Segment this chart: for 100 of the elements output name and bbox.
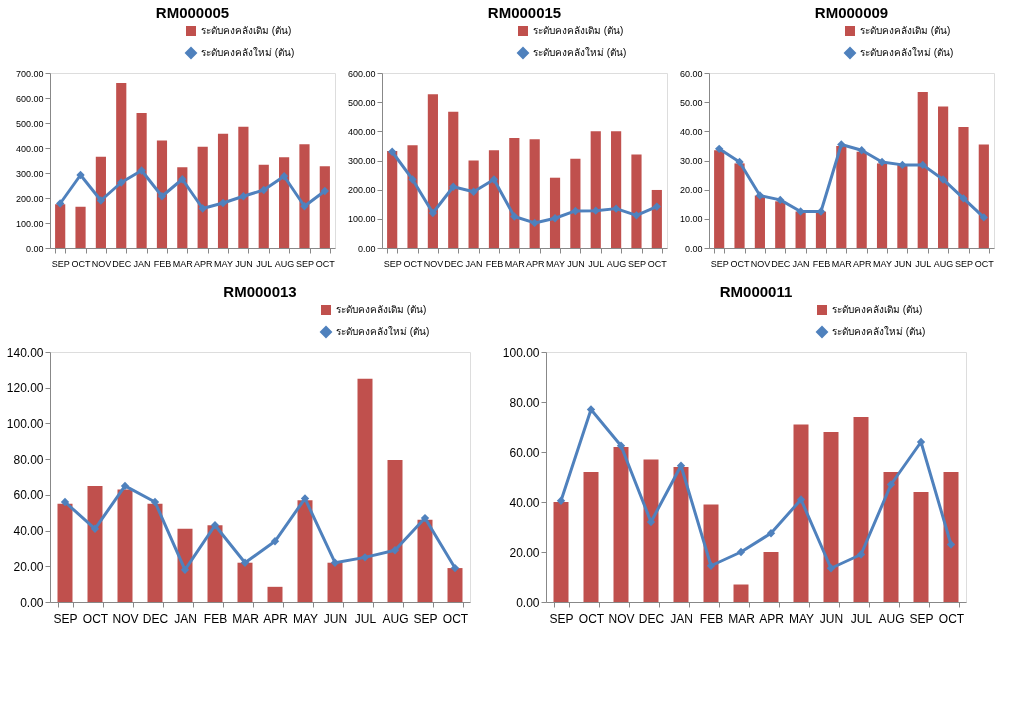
point xyxy=(646,517,656,527)
point xyxy=(979,213,988,222)
x-tick-label: SEP xyxy=(954,258,973,269)
y-tick-label: 100.00 xyxy=(15,218,44,229)
chart-title: RM000015 xyxy=(487,4,562,21)
x-tick-label: MAY xyxy=(292,611,319,626)
bar xyxy=(156,140,168,248)
point xyxy=(826,564,836,573)
x-tick-label: JUL xyxy=(588,258,605,269)
legend-label: ระดับคงคลังใหม่ (ตัน) xyxy=(860,47,954,58)
point xyxy=(837,140,846,149)
bar xyxy=(468,160,479,248)
x-tick-label: NOV xyxy=(91,258,112,269)
point xyxy=(959,194,968,203)
bar xyxy=(529,139,540,248)
point xyxy=(270,537,280,546)
y-tick-label: 200.00 xyxy=(347,185,376,196)
y-tick-label: 0.00 xyxy=(684,243,703,254)
point xyxy=(530,218,539,228)
bar xyxy=(883,472,899,602)
bar xyxy=(754,195,765,248)
point xyxy=(510,212,519,221)
x-tick-label: NOV xyxy=(750,258,771,269)
bar xyxy=(643,459,659,602)
x-tick-label: SEP xyxy=(627,258,646,269)
bar xyxy=(876,163,888,248)
y-tick-label: 80.00 xyxy=(13,452,44,467)
y-tick-label: 100.00 xyxy=(502,345,540,360)
x-tick-label: MAY xyxy=(546,258,565,269)
point xyxy=(469,187,478,196)
x-tick-label: OCT xyxy=(647,258,668,269)
bar xyxy=(267,586,283,602)
bar xyxy=(943,472,959,602)
bar xyxy=(75,206,86,248)
x-tick-label: JUN xyxy=(567,258,585,269)
y-tick-label: 0.00 xyxy=(25,243,44,254)
bar xyxy=(775,201,786,248)
y-tick-label: 40.00 xyxy=(13,524,44,539)
x-tick-label: SEP xyxy=(710,258,729,269)
x-tick-label: JUL xyxy=(915,258,932,269)
bar xyxy=(238,126,249,248)
point xyxy=(796,207,805,216)
point xyxy=(450,563,460,573)
bar xyxy=(938,106,949,248)
x-tick-label: APR xyxy=(193,258,213,269)
y-tick-label: 400.00 xyxy=(15,143,44,154)
x-tick-label: OCT xyxy=(938,611,965,626)
bar xyxy=(488,150,500,248)
bar xyxy=(836,145,847,248)
x-tick-label: APR xyxy=(263,611,289,626)
x-tick-label: JAN xyxy=(133,258,151,269)
x-tick-label: JUL xyxy=(850,611,873,626)
x-tick-label: OCT xyxy=(730,258,751,269)
point xyxy=(736,547,746,557)
point xyxy=(300,494,310,503)
x-tick-label: OCT xyxy=(578,611,605,626)
x-tick-label: MAR xyxy=(728,611,756,626)
point xyxy=(877,157,887,167)
x-tick-label: OCT xyxy=(442,611,469,626)
bar xyxy=(95,156,106,248)
point xyxy=(571,206,580,216)
y-tick-label: 60.00 xyxy=(679,68,703,79)
point xyxy=(239,192,248,201)
bar xyxy=(357,378,373,602)
bar xyxy=(714,150,725,248)
bar xyxy=(279,157,290,248)
bar xyxy=(823,432,839,602)
bar xyxy=(734,163,745,248)
bar xyxy=(448,111,459,248)
bar xyxy=(387,150,398,248)
x-tick-label: JUN xyxy=(323,611,348,626)
x-tick-label: DEC xyxy=(444,258,464,269)
point xyxy=(240,558,250,567)
x-tick-label: DEC xyxy=(112,258,132,269)
point xyxy=(137,166,146,175)
x-tick-label: MAR xyxy=(172,258,194,269)
bar xyxy=(299,144,310,248)
point xyxy=(279,172,289,181)
x-tick-label: MAR xyxy=(232,611,260,626)
point xyxy=(390,546,400,555)
y-tick-label: 0.00 xyxy=(516,595,540,610)
point xyxy=(157,192,167,201)
bar xyxy=(87,485,103,602)
chart-title: RM000011 xyxy=(719,283,793,300)
y-tick-label: 40.00 xyxy=(679,126,703,137)
bar xyxy=(793,424,809,602)
y-tick-label: 10.00 xyxy=(679,214,703,225)
point xyxy=(117,178,126,187)
point xyxy=(550,214,560,223)
point xyxy=(946,540,956,549)
y-tick-label: 0.00 xyxy=(357,243,376,254)
legend-label: ระดับคงคลังเดิม (ตัน) xyxy=(533,25,624,36)
bar xyxy=(217,133,229,248)
bar xyxy=(590,131,601,248)
y-tick-label: 20.00 xyxy=(13,559,44,574)
x-tick-label: AUG xyxy=(606,258,627,269)
y-tick-label: 100.00 xyxy=(6,416,44,431)
point xyxy=(591,206,600,215)
bar xyxy=(237,562,253,602)
x-tick-label: APR xyxy=(759,611,785,626)
